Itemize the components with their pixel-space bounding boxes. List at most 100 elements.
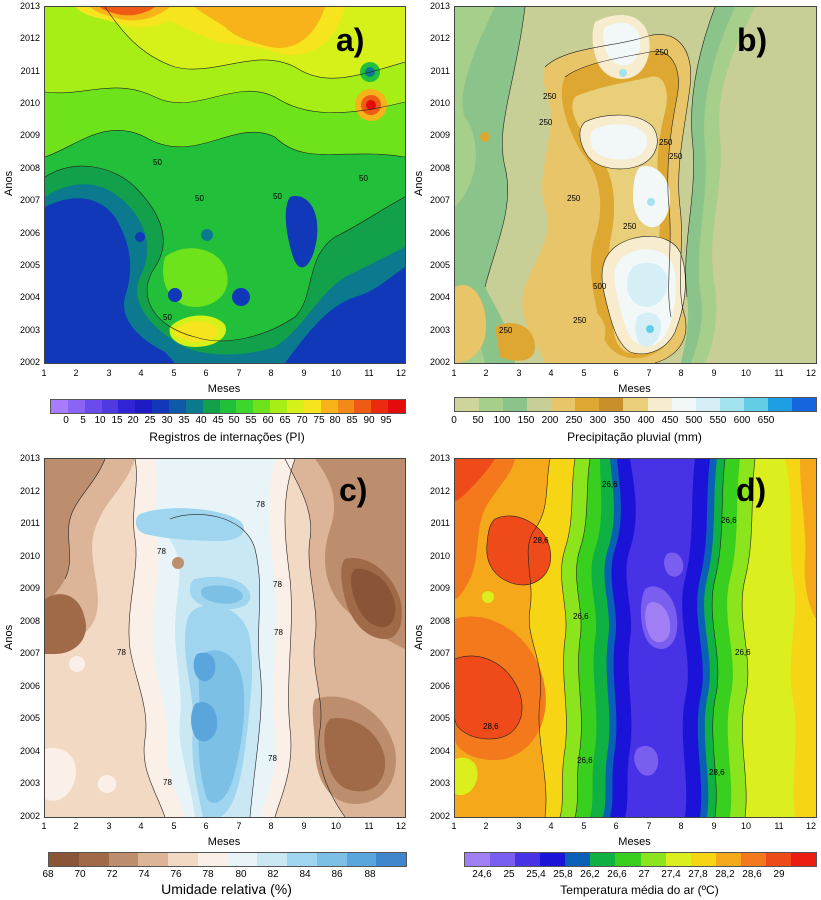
y-tick: 2009 bbox=[19, 130, 40, 140]
colorbar-tick: 70 bbox=[74, 869, 86, 880]
y-tick: 2008 bbox=[19, 163, 40, 173]
colorbar-swatch bbox=[169, 400, 186, 413]
colorbar-tick: 26,6 bbox=[607, 869, 627, 880]
x-tick: 10 bbox=[740, 821, 751, 831]
y-tick: 2004 bbox=[19, 746, 40, 756]
colorbar-swatch bbox=[791, 398, 816, 411]
y-tick: 2013 bbox=[429, 1, 450, 11]
x-axis-label: Meses bbox=[207, 383, 241, 395]
colorbar-tick: 68 bbox=[42, 869, 54, 880]
panel-letter: c) bbox=[339, 472, 368, 508]
x-tick: 9 bbox=[711, 821, 717, 831]
colorbar-title: Temperatura média do ar (ºC) bbox=[560, 883, 719, 897]
colorbar-tick: 25 bbox=[144, 415, 156, 426]
y-tick: 2006 bbox=[19, 681, 40, 691]
colorbar-tick: 350 bbox=[613, 415, 631, 426]
colorbar-tick: 50 bbox=[228, 415, 240, 426]
colorbar-swatch bbox=[791, 853, 817, 866]
x-tick: 9 bbox=[301, 368, 307, 378]
colorbar-tick: 35 bbox=[178, 415, 190, 426]
y-tick: 2007 bbox=[19, 195, 40, 205]
region-c bbox=[45, 594, 86, 654]
colorbar-swatch bbox=[590, 853, 616, 866]
contour-label: 250 bbox=[539, 118, 553, 127]
colorbar-tick: 72 bbox=[106, 869, 118, 880]
y-tick: 2011 bbox=[20, 518, 40, 528]
colorbar-swatch bbox=[49, 853, 79, 866]
region-c bbox=[324, 718, 386, 792]
colorbar-tick: 50 bbox=[472, 415, 484, 426]
colorbar-tick: 70 bbox=[296, 415, 308, 426]
x-axis-label: Meses bbox=[618, 383, 651, 395]
y-tick: 2006 bbox=[429, 681, 450, 691]
colorbar-tick: 27,4 bbox=[661, 869, 681, 880]
colorbar-swatch bbox=[575, 398, 600, 411]
contour-label: 50 bbox=[359, 174, 368, 183]
colorbar-swatch bbox=[615, 853, 641, 866]
x-tick: 12 bbox=[805, 368, 816, 378]
contour-label: 250 bbox=[543, 92, 557, 101]
contour-label: 78 bbox=[117, 648, 126, 657]
x-tick: 7 bbox=[646, 368, 652, 378]
x-tick: 3 bbox=[106, 821, 112, 831]
colorbar-tick: 250 bbox=[565, 415, 583, 426]
colorbar-swatch bbox=[320, 400, 338, 413]
colorbar-tick: 25,4 bbox=[526, 869, 546, 880]
y-tick: 2013 bbox=[429, 453, 450, 463]
region-c bbox=[201, 585, 243, 604]
x-tick: 5 bbox=[171, 821, 177, 831]
colorbar-tick: 200 bbox=[541, 415, 559, 426]
x-tick: 11 bbox=[364, 368, 374, 378]
panel-c: 78 78 78 78 78 78 78 c) Anos 2013 2012 2… bbox=[0, 452, 410, 900]
colorbar-swatch bbox=[219, 400, 237, 413]
contour-labels-a: 50 50 50 50 50 bbox=[153, 158, 368, 322]
y-tick: 2003 bbox=[19, 778, 40, 788]
colorbar-swatch bbox=[767, 398, 792, 411]
contour-map-c bbox=[45, 459, 405, 817]
colorbar-swatch bbox=[719, 398, 744, 411]
colorbar-swatch bbox=[316, 853, 347, 866]
colorbar-b bbox=[454, 397, 817, 412]
colorbar-swatch bbox=[765, 853, 792, 866]
region-a bbox=[100, 7, 155, 16]
x-tick: 10 bbox=[330, 821, 341, 831]
colorbar-tick: 75 bbox=[313, 415, 325, 426]
region-d bbox=[634, 745, 659, 776]
y-tick: 2012 bbox=[429, 33, 450, 43]
colorbar-d bbox=[464, 852, 817, 867]
y-tick: 2005 bbox=[429, 260, 450, 270]
y-tick: 2012 bbox=[19, 33, 40, 43]
y-tick: 2004 bbox=[19, 292, 40, 302]
x-tick: 6 bbox=[203, 821, 209, 831]
colorbar-tick: 28,2 bbox=[715, 869, 735, 880]
colorbar-swatch bbox=[138, 853, 168, 866]
region-c bbox=[135, 508, 244, 541]
colorbar-swatch bbox=[135, 400, 153, 413]
colorbar-tick: 27,8 bbox=[688, 869, 708, 880]
x-tick: 9 bbox=[711, 368, 717, 378]
contour-label: 28,6 bbox=[709, 768, 725, 777]
colorbar-swatch bbox=[168, 853, 198, 866]
y-tick: 2008 bbox=[429, 616, 450, 626]
region-b bbox=[455, 285, 486, 363]
colorbar-tick: 86 bbox=[331, 869, 343, 880]
colorbar-tick: 28,6 bbox=[742, 869, 762, 880]
x-tick: 6 bbox=[613, 821, 619, 831]
y-tick: 2004 bbox=[429, 746, 450, 756]
panel-a: 50 50 50 50 50 a) Anos 2013 2012 2011 20… bbox=[0, 0, 410, 450]
x-axis-label: Meses bbox=[618, 836, 651, 848]
colorbar-tick: 80 bbox=[235, 869, 247, 880]
contour-label: 26,6 bbox=[602, 480, 618, 489]
x-tick: 7 bbox=[236, 368, 242, 378]
y-axis-label: Anos bbox=[413, 624, 425, 650]
y-tick: 2002 bbox=[429, 811, 450, 821]
x-tick: 3 bbox=[516, 368, 522, 378]
colorbar-swatch bbox=[527, 398, 552, 411]
plot-area-c: 78 78 78 78 78 78 78 bbox=[44, 458, 406, 818]
y-tick: 2008 bbox=[19, 616, 40, 626]
region-a bbox=[285, 196, 318, 268]
y-tick: 2005 bbox=[19, 713, 40, 723]
colorbar-swatch bbox=[371, 400, 389, 413]
contour-label: 250 bbox=[623, 222, 637, 231]
colorbar-swatch bbox=[599, 398, 624, 411]
